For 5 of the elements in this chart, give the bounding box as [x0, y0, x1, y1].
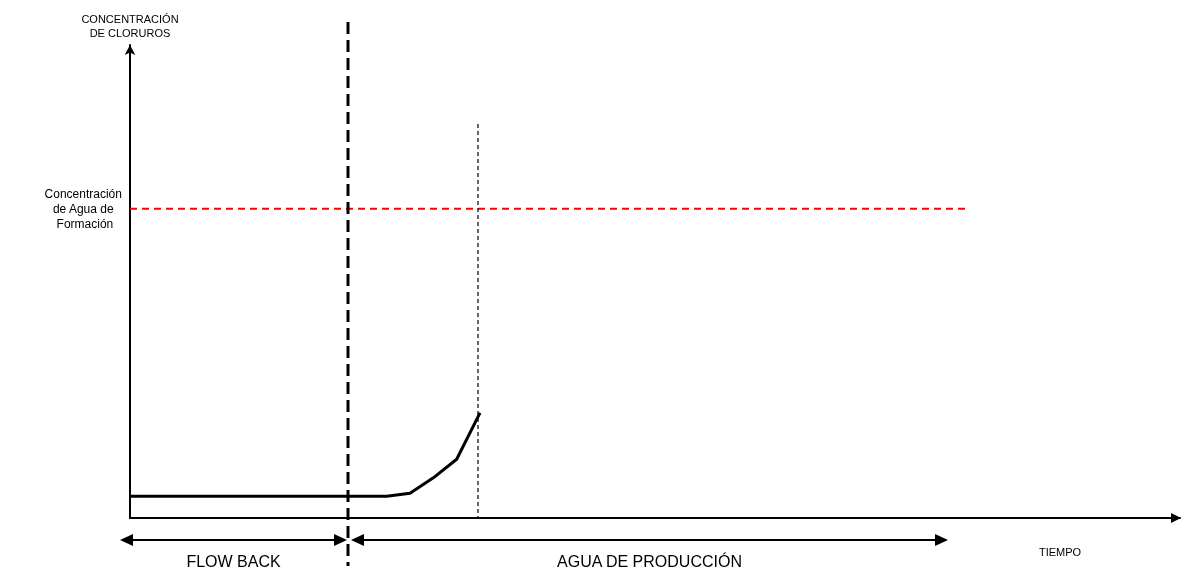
text: CONCENTRACIÓN DE CLORUROS	[80, 12, 180, 40]
text: FLOW BACK	[185, 553, 282, 571]
x-axis-title: TIEMPO	[1037, 546, 1083, 558]
text: AGUA DE PRODUCCIÓN	[556, 553, 743, 571]
series-label: Concentración de Agua de Formación	[44, 186, 126, 231]
